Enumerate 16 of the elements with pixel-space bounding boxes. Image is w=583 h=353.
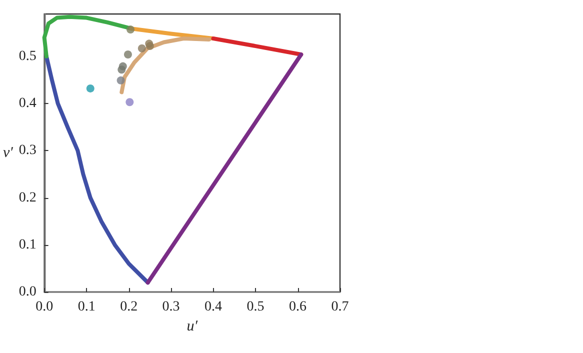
x-tick-label: 0.2 — [120, 300, 138, 314]
y-tick-label: 0.3 — [18, 143, 36, 158]
y-tick-label: 0.4 — [18, 96, 36, 112]
x-axis-title: u′ — [186, 318, 198, 334]
x-tick-label: 0.7 — [331, 300, 349, 314]
x-tick-label: 0.0 — [36, 300, 54, 314]
x-tick-label: 0.1 — [78, 300, 96, 314]
x-tick-label: 0.5 — [246, 300, 264, 314]
x-tick-label: 0.4 — [204, 300, 222, 314]
y-tick-label: 0.5 — [18, 48, 36, 64]
y-tick-label: 0.1 — [18, 237, 36, 252]
y-tick-label: 0.0 — [18, 284, 36, 300]
y-axis-title: v′ — [2, 145, 14, 161]
x-tick-label: 0.6 — [289, 300, 307, 314]
x-tick-label: 0.3 — [162, 300, 180, 314]
y-tick-label: 0.2 — [18, 190, 36, 206]
